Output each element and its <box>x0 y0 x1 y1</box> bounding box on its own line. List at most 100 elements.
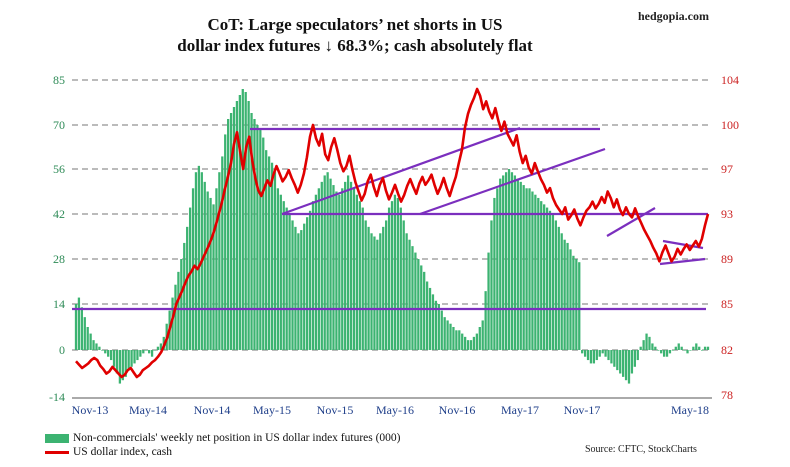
bar <box>545 207 549 350</box>
bar <box>297 233 300 350</box>
bar <box>229 113 233 350</box>
bar <box>329 178 332 350</box>
bar <box>282 201 285 350</box>
x-tick-label: Nov-13 <box>72 403 109 417</box>
bar <box>648 336 651 350</box>
bar <box>516 178 519 350</box>
bar <box>601 350 604 354</box>
bar <box>186 226 189 350</box>
bar <box>303 223 306 350</box>
bar <box>390 201 394 350</box>
right-tick-label: 78 <box>721 388 733 402</box>
bar <box>449 323 452 350</box>
bar <box>352 188 356 350</box>
bar <box>174 284 177 350</box>
bar <box>332 185 335 350</box>
bar <box>124 350 127 377</box>
bar <box>458 330 461 350</box>
bar <box>346 175 350 350</box>
bar <box>270 162 274 350</box>
bar <box>440 310 443 350</box>
bar <box>528 188 531 350</box>
bar <box>314 194 318 350</box>
bar <box>671 350 675 351</box>
bar <box>250 113 253 350</box>
bar <box>472 336 476 350</box>
bar <box>452 327 455 350</box>
bar <box>572 255 575 350</box>
chart-title: CoT: Large speculators’ net shorts in US… <box>95 14 615 56</box>
bar <box>581 350 584 354</box>
bar <box>680 346 683 350</box>
bar <box>496 188 499 350</box>
series-line <box>75 87 710 379</box>
bar <box>583 350 587 357</box>
bar <box>92 340 95 350</box>
right-tick-label: 89 <box>721 252 733 266</box>
legend: Non-commercials' weekly net position in … <box>45 431 401 459</box>
bar <box>177 271 180 350</box>
bar <box>499 178 502 350</box>
bar <box>244 92 247 350</box>
bar <box>604 350 607 357</box>
bar <box>616 350 619 371</box>
x-tick-label: Nov-17 <box>564 403 601 417</box>
right-tick-label: 104 <box>721 73 739 87</box>
bar <box>589 350 593 364</box>
bar <box>344 181 347 350</box>
bar <box>95 343 98 350</box>
bar <box>540 201 543 350</box>
bar <box>256 125 259 350</box>
bar <box>461 333 464 350</box>
bar <box>519 181 522 350</box>
bar <box>349 181 353 350</box>
bar <box>543 204 546 350</box>
bar <box>153 350 157 351</box>
bar <box>373 236 376 350</box>
bar <box>156 346 160 350</box>
trend-line <box>659 257 706 266</box>
bar <box>77 297 81 350</box>
legend-item-bars: Non-commercials' weekly net position in … <box>45 431 401 445</box>
bar <box>361 207 364 350</box>
bar <box>522 185 525 350</box>
bar <box>566 242 569 350</box>
bar <box>645 333 648 350</box>
bar <box>630 350 634 374</box>
bar <box>232 107 236 350</box>
bar <box>101 350 104 351</box>
bar <box>478 327 481 350</box>
bar <box>385 220 388 350</box>
title-line-1: CoT: Large speculators’ net shorts in US <box>207 15 503 34</box>
bar <box>423 271 426 350</box>
bar <box>335 191 338 350</box>
bar <box>654 346 657 350</box>
bar <box>575 259 578 350</box>
trend-line <box>419 147 606 216</box>
bar <box>74 304 78 350</box>
left-tick-label: -14 <box>49 390 65 404</box>
trend-line <box>662 239 704 250</box>
legend-label-bars: Non-commercials' weekly net position in … <box>73 432 401 444</box>
bar <box>130 350 133 367</box>
bar <box>259 128 262 350</box>
bar <box>326 172 329 350</box>
left-tick-label: 70 <box>53 118 65 132</box>
legend-swatch-bars <box>45 433 69 443</box>
bar <box>692 346 695 350</box>
bar <box>420 265 423 350</box>
bar <box>411 246 414 350</box>
bar <box>203 181 206 350</box>
bar <box>622 350 625 377</box>
bar <box>127 350 130 371</box>
bar <box>396 197 399 350</box>
bar <box>80 307 83 350</box>
bar <box>107 350 110 357</box>
right-tick-label: 97 <box>721 162 733 176</box>
left-tick-label: 56 <box>53 162 65 176</box>
bar <box>402 220 405 350</box>
bar <box>276 188 280 350</box>
bar <box>215 188 218 350</box>
bar <box>513 175 517 350</box>
bar <box>221 156 224 350</box>
